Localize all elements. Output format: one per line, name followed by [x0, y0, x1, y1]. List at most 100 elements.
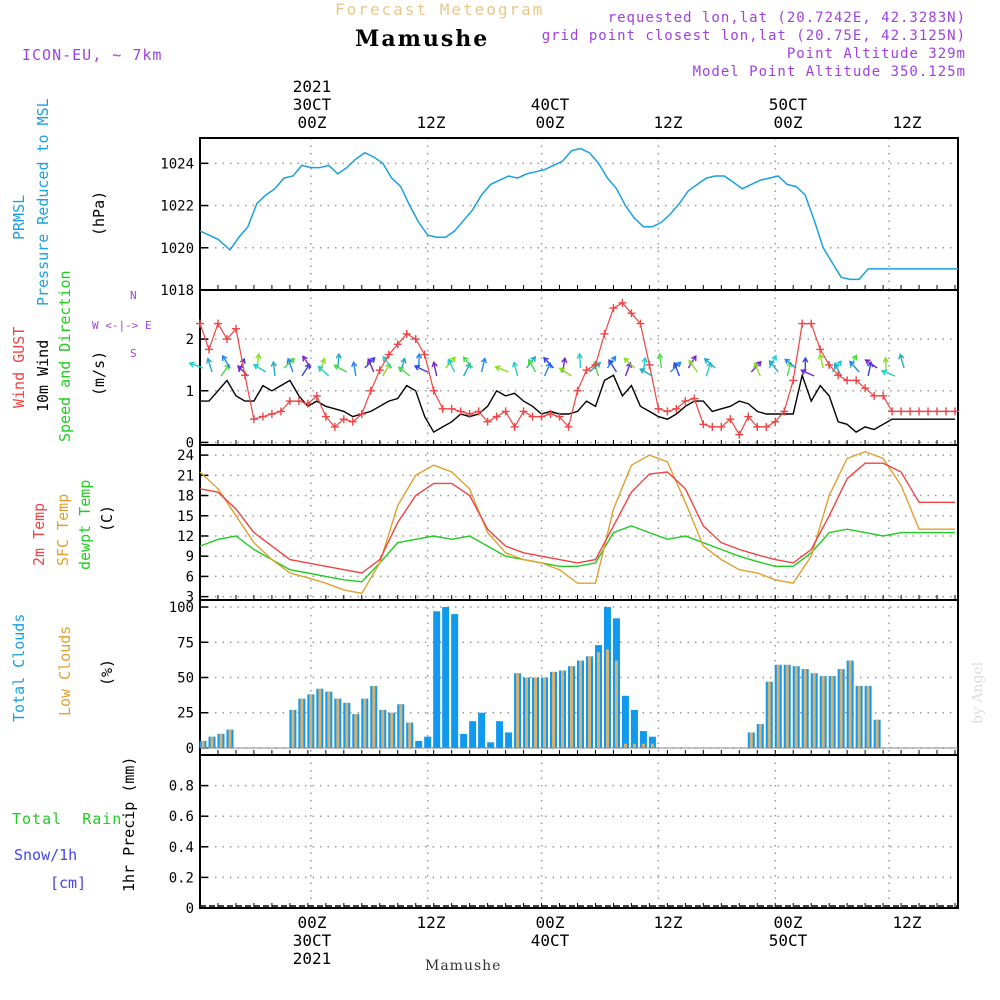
low-cloud-bar	[839, 669, 843, 748]
wind-direction-arrow	[801, 369, 815, 377]
low-cloud-bar	[803, 669, 807, 748]
clouds-ytick-label-1: 25	[177, 706, 194, 722]
wind-direction-arrow	[207, 358, 213, 373]
total-cloud-bar	[505, 732, 513, 748]
wind-direction-arrowhead	[690, 354, 697, 362]
wind-direction-arrowhead	[527, 358, 534, 365]
wind-direction-arrow	[463, 356, 474, 369]
wind-direction-arrowhead	[576, 352, 583, 359]
pressure-line	[199, 147, 958, 281]
precip-ytick-label-2: 0.4	[169, 840, 194, 856]
wind-direction-arrowhead	[786, 361, 793, 368]
low-cloud-bar	[363, 698, 367, 748]
clouds-ytick-label-2: 50	[177, 671, 194, 687]
compass-we: W <-|-> E	[92, 319, 152, 332]
wind-direction-arrow	[495, 366, 509, 373]
point-altitude: Point Altitude 329m	[786, 46, 966, 62]
wind-direction-arrowhead	[335, 352, 342, 359]
low-cloud-bar	[857, 685, 861, 748]
wind-direction-arrow	[704, 358, 716, 369]
clouds-ytick-label-0: 0	[186, 741, 194, 757]
wind-direction-arrowhead	[397, 366, 404, 373]
pressure-ytick-label-2: 1022	[160, 199, 194, 215]
wind-direction-arrowhead	[641, 356, 648, 363]
low-cloud-bar	[794, 666, 798, 748]
wind-direction-arrow	[222, 355, 231, 369]
grid-coords: grid point closest lon,lat (20.75E, 42.3…	[541, 28, 966, 44]
wind-direction-arrowhead	[369, 356, 376, 363]
wind-direction-arrowhead	[270, 360, 277, 367]
low-cloud-bar	[578, 660, 582, 748]
wind-direction-arrow	[480, 358, 486, 373]
compass-s: S	[130, 347, 137, 360]
time-label-top-0: 2021 30CT 00Z	[292, 77, 332, 132]
wind-direction-arrow	[819, 354, 824, 369]
low-cloud-bar	[291, 709, 295, 748]
time-label-bottom-0: 00Z 30CT 2021	[292, 913, 332, 968]
low-cloud-bar	[372, 685, 376, 748]
wind-direction-arrow	[272, 362, 276, 377]
wind-direction-arrowhead	[188, 361, 195, 368]
low-cloud-bar	[605, 649, 609, 748]
wind-direction-arrowhead	[415, 352, 423, 359]
clouds-ytick-label-3: 75	[177, 635, 194, 651]
wind-direction-arrow	[220, 364, 230, 377]
wind-direction-arrowhead	[413, 364, 421, 371]
wind-direction-arrowhead	[880, 369, 888, 376]
wind-direction-arrowhead	[511, 361, 519, 368]
time-label-bottom-4: 00Z 50CT	[768, 913, 808, 950]
time-label-bottom-1: 12Z	[416, 913, 446, 932]
wind-direction-arrowhead	[610, 355, 617, 362]
wind-direction-arrowhead	[302, 355, 308, 362]
low-cloud-bar	[525, 677, 529, 748]
wind-direction-arrow	[237, 365, 249, 377]
low-cloud-bar	[570, 666, 574, 748]
low-cloud-bar	[866, 685, 870, 748]
wind-ytick-label-1: 1	[186, 384, 194, 400]
time-label-top-5: 12Z	[892, 113, 922, 132]
low-cloud-bar	[596, 652, 600, 748]
wind-direction-arrowhead	[836, 360, 843, 367]
low-cloud-bar	[390, 712, 394, 748]
pressure-panel-frame	[199, 137, 959, 291]
wind-direction-arrow	[578, 353, 582, 369]
t2m-temp-line	[199, 462, 955, 574]
time-label-bottom-3: 12Z	[653, 913, 683, 932]
compass-n: N	[130, 289, 137, 302]
wind-direction-arrowhead	[366, 357, 373, 365]
wind-direction-arrow	[784, 358, 797, 369]
wind-direction-arrow	[301, 363, 311, 377]
low-cloud-bar	[587, 656, 591, 748]
low-cloud-bar	[534, 677, 538, 748]
wind-direction-arrowhead	[317, 365, 324, 372]
wind-direction-arrowhead	[833, 362, 840, 369]
low-cloud-bar	[848, 660, 852, 748]
wind-direction-arrow	[642, 358, 646, 373]
wind-direction-arrow	[414, 365, 428, 373]
wind-direction-arrowhead	[289, 357, 296, 364]
wind-direction-arrowhead	[252, 364, 259, 370]
wind-ytick-label-2: 2	[186, 332, 194, 348]
wind-direction-arrowhead	[626, 361, 632, 369]
low-cloud-bar	[650, 743, 654, 748]
total-cloud-bar	[451, 614, 459, 748]
wind-direction-arrowhead	[817, 353, 825, 360]
wind-direction-arrowhead	[608, 358, 614, 366]
temp-ytick-label-1: 6	[186, 569, 194, 585]
wind-direction-arrowhead	[462, 356, 469, 363]
total-cloud-bar	[460, 733, 468, 748]
temp-ytick-label-4: 15	[177, 509, 194, 525]
low-cloud-bar	[354, 714, 358, 748]
wind-direction-arrow	[317, 366, 330, 377]
wind-direction-arrowhead	[706, 361, 713, 368]
low-cloud-bar	[228, 729, 232, 748]
low-cloud-bar	[830, 676, 834, 748]
wind-direction-arrowhead	[688, 359, 695, 366]
low-cloud-bar	[336, 698, 340, 748]
wind-direction-arrow	[624, 362, 632, 377]
wind-direction-arrow	[658, 354, 663, 369]
location-title: Mamushe	[355, 26, 490, 52]
wind-direction-arrowhead	[385, 362, 391, 369]
low-cloud-bar	[758, 724, 762, 748]
low-cloud-bar	[300, 698, 304, 748]
